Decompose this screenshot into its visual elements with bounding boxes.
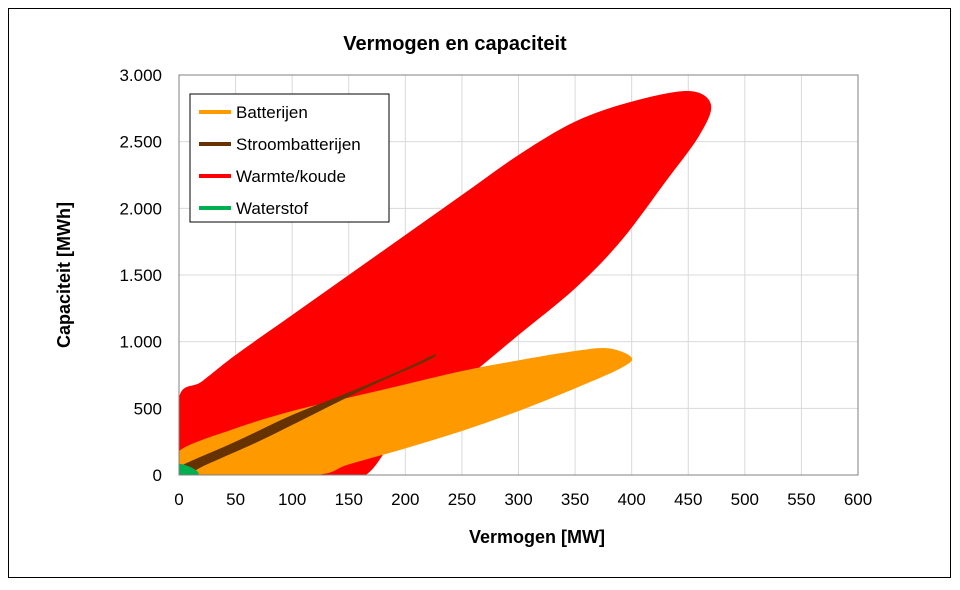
area-stroombatterijen xyxy=(179,354,437,475)
y-tick-label: 2.000 xyxy=(119,199,162,218)
x-tick-label: 250 xyxy=(448,490,476,509)
x-tick-label: 150 xyxy=(335,490,363,509)
x-tick-label: 0 xyxy=(174,490,183,509)
y-axis-title: Capaciteit [MWh] xyxy=(54,202,74,348)
x-tick-label: 100 xyxy=(278,490,306,509)
y-tick-label: 3.000 xyxy=(119,66,162,85)
plot-border xyxy=(178,74,859,476)
area-waterstof xyxy=(179,463,199,475)
x-tick-label: 200 xyxy=(391,490,419,509)
x-tick-label: 50 xyxy=(226,490,245,509)
y-tick-label: 1.000 xyxy=(119,333,162,352)
area-warmte-koude xyxy=(179,90,712,475)
y-tick-label: 2.500 xyxy=(119,133,162,152)
x-tick-label: 500 xyxy=(731,490,759,509)
x-tick-label: 350 xyxy=(561,490,589,509)
x-tick-label: 550 xyxy=(787,490,815,509)
legend-box xyxy=(189,93,390,223)
legend-label-waterstof: Waterstof xyxy=(236,199,308,218)
y-tick-label: 1.500 xyxy=(119,266,162,285)
x-tick-label: 300 xyxy=(504,490,532,509)
legend-label-batterijen: Batterijen xyxy=(236,103,308,122)
plot-areas xyxy=(179,90,712,475)
x-tick-labels: 0 50 100 150 200 250 300 350 400 450 500 550 600 xyxy=(174,490,872,509)
x-tick-label: 600 xyxy=(844,490,872,509)
x-axis-title: Vermogen [MW] xyxy=(469,527,605,547)
x-tick-label: 400 xyxy=(617,490,645,509)
area-batterijen xyxy=(179,347,633,475)
y-tick-label: 0 xyxy=(153,466,162,485)
chart-title: Vermogen en capaciteit xyxy=(343,33,567,55)
y-tick-labels: 0 500 1.000 1.500 2.000 2.500 3.000 xyxy=(119,66,162,485)
legend-label-warmte-koude: Warmte/koude xyxy=(236,167,346,186)
x-tick-label: 450 xyxy=(674,490,702,509)
y-tick-label: 500 xyxy=(134,399,162,418)
legend: Batterijen Stroombatterijen Warmte/koude Wa… xyxy=(189,93,390,223)
legend-label-stroombatterijen: Stroombatterijen xyxy=(236,135,361,154)
